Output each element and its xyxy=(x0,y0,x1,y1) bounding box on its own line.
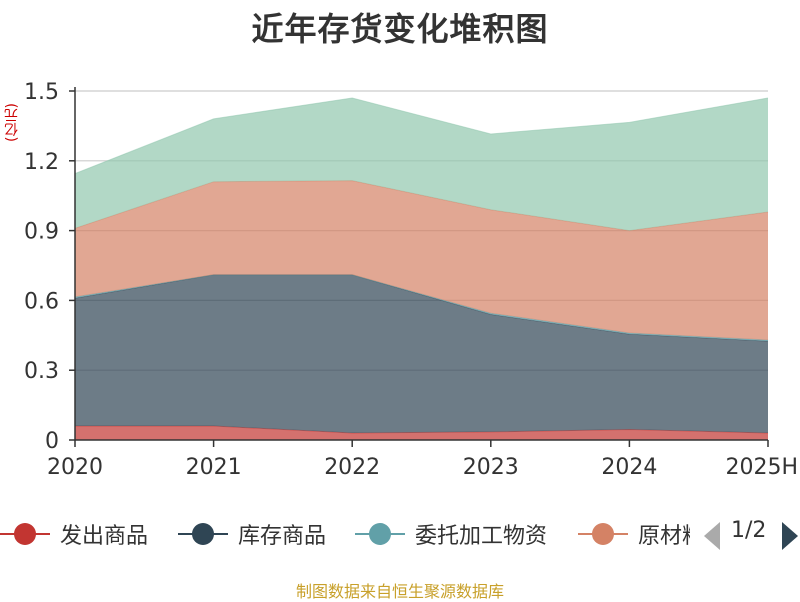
legend-item[interactable]: 原材料 xyxy=(578,512,690,556)
area-series-发出商品 xyxy=(75,426,768,440)
legend-label: 原材料 xyxy=(638,524,690,549)
legend-label: 库存商品 xyxy=(238,524,327,549)
legend-marker-icon xyxy=(0,512,50,556)
legend: 发出商品 库存商品 委托加工物资 原材料 xyxy=(0,512,690,556)
area-edge-在产品 xyxy=(74,97,769,175)
y-tick-label: 0.3 xyxy=(24,359,59,384)
chart-title: 近年存货变化堆积图 xyxy=(251,10,549,48)
y-tick-label: 1.5 xyxy=(24,80,59,105)
area-series-原材料 xyxy=(75,180,768,340)
x-tick-label: 2025H xyxy=(725,455,798,480)
x-tick-label: 2022 xyxy=(324,455,380,480)
legend-marker-icon xyxy=(355,512,405,556)
legend-label: 发出商品 xyxy=(60,524,149,549)
legend-item[interactable]: 发出商品 xyxy=(0,512,148,556)
legend-pager: 1/2 xyxy=(700,516,800,552)
data-source-note: 制图数据来自恒生聚源数据库 xyxy=(295,582,504,601)
legend-item[interactable]: 委托加工物资 xyxy=(355,512,547,556)
x-tick-label: 2020 xyxy=(47,455,103,480)
legend-next-page-icon[interactable] xyxy=(782,522,798,550)
y-tick-label: 1.2 xyxy=(24,150,59,175)
x-tick-label: 2024 xyxy=(601,455,657,480)
x-tick-label: 2021 xyxy=(186,455,242,480)
stacked-area-chart: 0 0.3 0.6 0.9 1.2 1.5 2020 2021 2022 2023 2024 2025… xyxy=(24,80,798,480)
legend-marker-icon xyxy=(178,512,228,556)
axes: 0 0.3 0.6 0.9 1.2 1.5 2020 2021 2022 2023 2024 2025… xyxy=(24,80,798,480)
legend-prev-page-icon[interactable] xyxy=(704,522,720,550)
y-tick-label: 0 xyxy=(45,429,59,454)
legend-page-indicator: 1/2 xyxy=(731,518,767,543)
legend-label: 委托加工物资 xyxy=(415,524,548,549)
y-tick-label: 0.6 xyxy=(24,289,59,314)
legend-item[interactable]: 库存商品 xyxy=(178,512,326,556)
y-tick-label: 0.9 xyxy=(24,220,59,245)
area-series xyxy=(74,97,769,440)
area-series-在产品 xyxy=(75,98,768,231)
x-tick-label: 2023 xyxy=(463,455,519,480)
legend-marker-icon xyxy=(578,512,628,556)
area-series-库存商品 xyxy=(75,274,768,433)
